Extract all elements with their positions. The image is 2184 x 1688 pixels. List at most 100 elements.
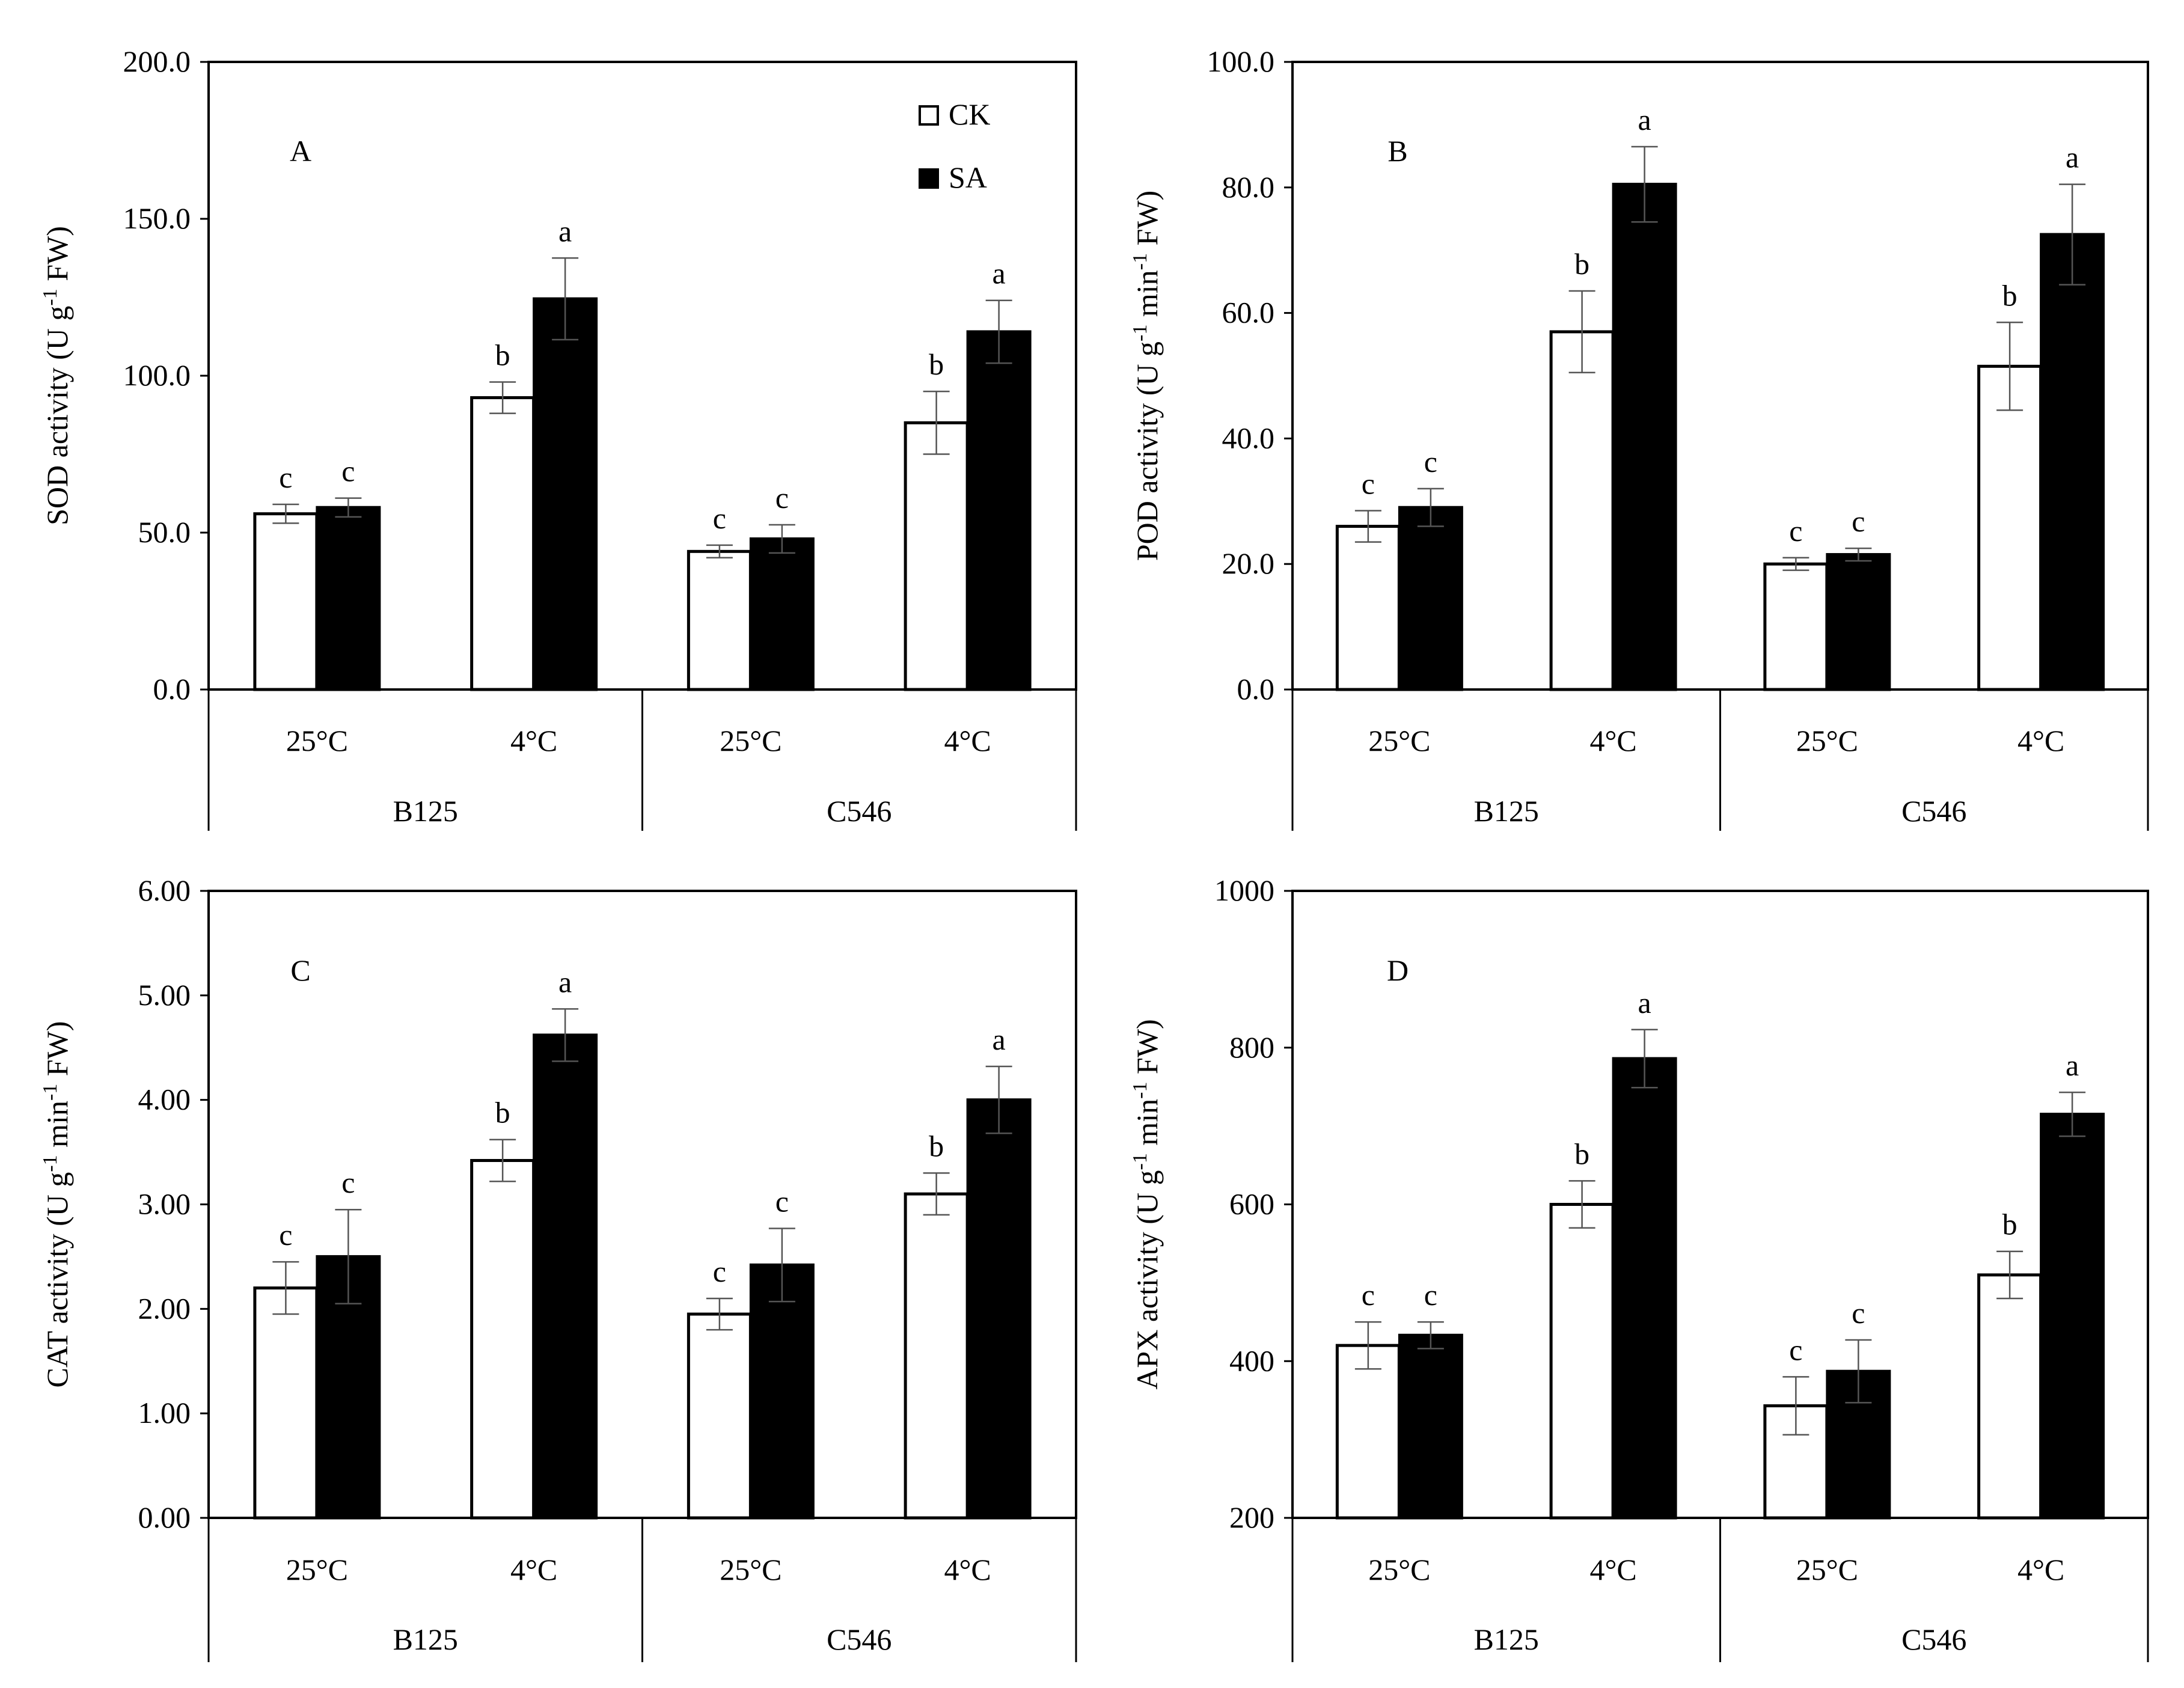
y-axis-label-superscript: -1 (39, 1084, 61, 1101)
significance-letter: c (1852, 1296, 1865, 1330)
significance-letter: c (279, 460, 292, 494)
error-bar (706, 1297, 733, 1331)
error-bar (1568, 290, 1595, 374)
category-label: 4°C (1589, 724, 1636, 757)
significance-letter: c (775, 1184, 789, 1218)
bar-ck (253, 1286, 319, 1520)
y-axis-label-part: min (1130, 1099, 1164, 1153)
significance-letter: c (1424, 445, 1437, 479)
significance-letter: c (279, 1218, 292, 1252)
chart-panel-a: 0.0 50.0 100.0 150.0 200.0 SOD activity (U g-… (39, 44, 1077, 831)
bar-ck (253, 512, 319, 691)
error-bar (1845, 1339, 1872, 1404)
significance-letter: a (558, 965, 572, 998)
y-tick-label: 800 (1229, 1030, 1274, 1064)
category-label: 4°C (944, 1553, 991, 1586)
y-axis-label: CAT activity (U g-1 min-1 FW) (39, 1021, 74, 1388)
error-bar (1354, 1321, 1381, 1370)
significance-letter: c (1789, 1333, 1802, 1366)
y-tick-label: 6.00 (138, 873, 191, 907)
y-tick-label: 4.00 (138, 1083, 191, 1116)
error-bar (335, 497, 362, 518)
y-axis-label-superscript: -1 (39, 1155, 61, 1172)
error-bar (1417, 488, 1444, 527)
error-bar (2059, 1091, 2086, 1137)
significance-letter: a (2066, 141, 2079, 174)
y-axis-label-superscript: -1 (1129, 1153, 1151, 1170)
y-tick-label: 600 (1229, 1187, 1274, 1221)
y-tick-label: 100.0 (1207, 44, 1275, 78)
bar-sa (1612, 183, 1677, 691)
y-axis-label-part: FW) (1130, 1019, 1164, 1081)
error-bar (706, 544, 733, 559)
y-axis-label-part: APX activity (U g (1130, 1170, 1164, 1389)
bar-ck (1335, 525, 1401, 691)
bar-sa (966, 330, 1032, 691)
error-bar (1845, 547, 1872, 562)
significance-letter: b (495, 338, 510, 372)
bar-ck (687, 549, 752, 691)
bar-ck (1977, 1273, 2043, 1520)
bar-ck (1549, 330, 1615, 691)
y-tick-label: 1.00 (138, 1396, 191, 1430)
error-bar (1631, 145, 1658, 223)
category-label: 25°C (1368, 1553, 1430, 1586)
error-bar (1417, 1321, 1444, 1350)
error-bar (985, 1065, 1012, 1134)
bar-ck (1335, 1344, 1401, 1520)
y-axis-label: POD activity (U g-1 min-1 FW) (1129, 191, 1164, 561)
y-axis-label-superscript: -1 (1129, 325, 1151, 341)
y-axis-label-part: min (40, 1101, 74, 1155)
y-tick-label: 40.0 (1222, 421, 1275, 454)
y-axis-label-part: CAT activity (U g (40, 1172, 74, 1388)
error-bar (1782, 557, 1809, 571)
y-tick-label: 150.0 (123, 201, 191, 235)
significance-letter: c (775, 481, 789, 515)
significance-letter: a (1638, 986, 1651, 1020)
category-label: 25°C (1796, 1553, 1858, 1586)
significance-letter: b (1574, 1137, 1589, 1170)
significance-letter: a (2066, 1048, 2079, 1082)
group-label: C546 (827, 794, 892, 828)
error-bar (1631, 1029, 1658, 1089)
category-label: 25°C (720, 1553, 782, 1586)
group-label: B125 (393, 1622, 458, 1656)
category-label: 25°C (720, 724, 782, 757)
bar-ck (470, 396, 536, 691)
error-bar (923, 390, 950, 455)
category-label: 4°C (510, 724, 557, 757)
y-axis-label: APX activity (U g-1 min-1 FW) (1129, 1019, 1164, 1389)
y-axis-label-part: POD activity (U g (1130, 341, 1164, 561)
y-axis-label-superscript: -1 (1129, 1081, 1151, 1098)
significance-letter: c (1362, 1278, 1375, 1312)
significance-letter: c (1852, 504, 1865, 538)
bar-ck (1763, 562, 1829, 691)
error-bar (1568, 1180, 1595, 1229)
significance-letter: a (993, 257, 1006, 290)
bar-sa (749, 537, 815, 691)
error-bar (985, 299, 1012, 364)
y-axis-label: SOD activity (U g-1 FW) (39, 226, 74, 525)
significance-letter: b (2002, 1208, 2017, 1241)
group-label: C546 (1901, 794, 1966, 828)
bar-sa (533, 1033, 598, 1520)
bar-sa (1398, 506, 1463, 691)
legend: CK SA (919, 97, 990, 194)
y-axis-label-part: SOD activity (U g (40, 306, 74, 525)
error-bar (2059, 183, 2086, 286)
significance-letter: b (929, 347, 944, 381)
chart-panel-b: 0.0 20.0 40.0 60.0 80.0 100.0 POD activity (U … (1129, 44, 2149, 831)
group-label: C546 (827, 1622, 892, 1656)
group-label: B125 (393, 794, 458, 828)
legend-swatch-ck (919, 105, 939, 126)
y-axis-label-part: FW) (40, 1021, 74, 1084)
significance-letter: c (1424, 1278, 1437, 1312)
error-bar (335, 1208, 362, 1304)
category-label: 25°C (1796, 724, 1858, 757)
category-label: 25°C (286, 1553, 348, 1586)
bar-ck (470, 1158, 536, 1520)
y-axis-label-part: FW) (1130, 191, 1164, 253)
y-tick-label: 80.0 (1222, 170, 1275, 204)
y-tick-label: 100.0 (123, 358, 191, 392)
